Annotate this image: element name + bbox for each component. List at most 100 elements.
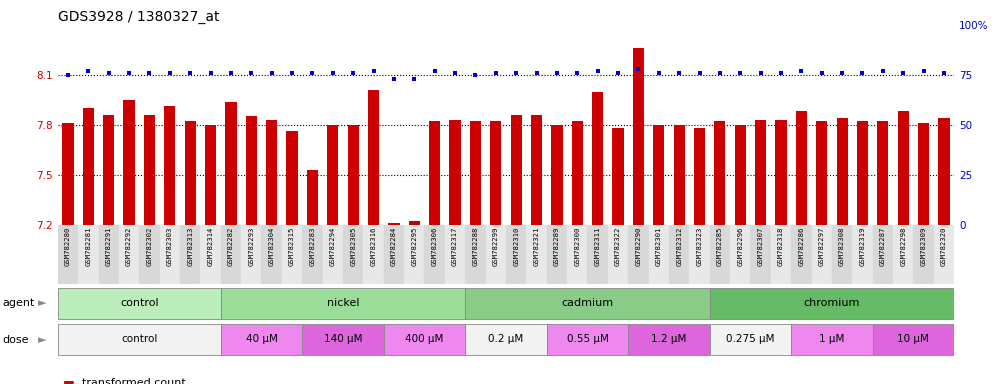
Point: [161, 70, 178, 76]
Text: ►: ►: [38, 298, 47, 308]
Bar: [246, 116, 257, 225]
Point: [325, 70, 341, 76]
Point: [426, 68, 442, 74]
Point: [305, 70, 321, 76]
Bar: [241, 225, 262, 284]
Bar: [323, 225, 343, 284]
Point: [691, 70, 707, 76]
Bar: [796, 111, 807, 225]
Bar: [486, 225, 506, 284]
Bar: [872, 225, 893, 284]
Text: 10 μM: 10 μM: [897, 334, 929, 344]
Bar: [164, 106, 175, 225]
Text: dose: dose: [2, 335, 29, 345]
Text: GSM782294: GSM782294: [330, 227, 336, 266]
Text: GSM782305: GSM782305: [351, 227, 357, 266]
Bar: [750, 225, 771, 284]
Bar: [302, 225, 323, 284]
Bar: [424, 225, 445, 284]
Bar: [938, 118, 949, 225]
Bar: [694, 128, 705, 225]
Text: GSM782296: GSM782296: [737, 227, 743, 266]
Bar: [853, 225, 872, 284]
Bar: [266, 120, 277, 225]
Text: GSM782286: GSM782286: [799, 227, 805, 266]
Bar: [628, 324, 710, 356]
Text: GSM782295: GSM782295: [411, 227, 417, 266]
Text: GSM782287: GSM782287: [879, 227, 885, 266]
Text: GSM782285: GSM782285: [717, 227, 723, 266]
Text: ►: ►: [38, 335, 47, 345]
Text: GDS3928 / 1380327_at: GDS3928 / 1380327_at: [58, 10, 219, 24]
Bar: [526, 225, 547, 284]
Point: [202, 70, 218, 76]
Bar: [287, 131, 298, 225]
Bar: [104, 115, 115, 225]
Bar: [872, 324, 954, 356]
Bar: [465, 288, 710, 319]
Bar: [58, 324, 221, 356]
Text: GSM782281: GSM782281: [86, 227, 92, 266]
Bar: [506, 225, 526, 284]
Bar: [653, 125, 664, 225]
Text: GSM782299: GSM782299: [493, 227, 499, 266]
Bar: [124, 100, 134, 225]
Text: GSM782310: GSM782310: [513, 227, 519, 266]
Bar: [632, 48, 644, 225]
Bar: [877, 121, 888, 225]
Point: [590, 68, 606, 74]
Bar: [730, 225, 750, 284]
Point: [529, 70, 545, 76]
Bar: [221, 324, 302, 356]
Bar: [262, 225, 282, 284]
Text: GSM782312: GSM782312: [676, 227, 682, 266]
Bar: [735, 125, 746, 225]
Text: 1.2 μM: 1.2 μM: [651, 334, 686, 344]
Bar: [408, 221, 420, 225]
Point: [141, 70, 157, 76]
Bar: [221, 288, 465, 319]
Text: GSM782289: GSM782289: [554, 227, 560, 266]
Bar: [710, 288, 954, 319]
Bar: [816, 121, 828, 225]
Bar: [552, 125, 563, 225]
Point: [366, 68, 381, 74]
Bar: [383, 225, 404, 284]
Bar: [465, 225, 486, 284]
Point: [284, 70, 300, 76]
Text: 40 μM: 40 μM: [246, 334, 278, 344]
Point: [611, 70, 626, 76]
Bar: [572, 121, 583, 225]
Point: [223, 70, 239, 76]
Point: [243, 70, 259, 76]
Text: GSM782318: GSM782318: [778, 227, 784, 266]
Bar: [710, 225, 730, 284]
Bar: [490, 121, 501, 225]
Text: GSM782317: GSM782317: [452, 227, 458, 266]
Point: [671, 70, 687, 76]
Text: GSM782316: GSM782316: [371, 227, 376, 266]
Bar: [368, 90, 379, 225]
Text: nickel: nickel: [327, 298, 360, 308]
Text: GSM782307: GSM782307: [758, 227, 764, 266]
Bar: [302, 324, 383, 356]
Text: agent: agent: [2, 298, 35, 308]
Bar: [832, 225, 853, 284]
Point: [732, 70, 748, 76]
Text: 0.275 μM: 0.275 μM: [726, 334, 775, 344]
Text: transformed count: transformed count: [82, 378, 185, 384]
Bar: [307, 170, 318, 225]
Bar: [465, 324, 547, 356]
Text: GSM782308: GSM782308: [839, 227, 846, 266]
Bar: [180, 225, 200, 284]
Text: GSM782319: GSM782319: [860, 227, 866, 266]
Bar: [613, 128, 623, 225]
Point: [874, 68, 890, 74]
Text: 400 μM: 400 μM: [405, 334, 443, 344]
Bar: [897, 111, 908, 225]
Bar: [714, 121, 725, 225]
Point: [794, 68, 810, 74]
Bar: [918, 123, 929, 225]
Point: [122, 70, 137, 76]
Bar: [755, 120, 766, 225]
